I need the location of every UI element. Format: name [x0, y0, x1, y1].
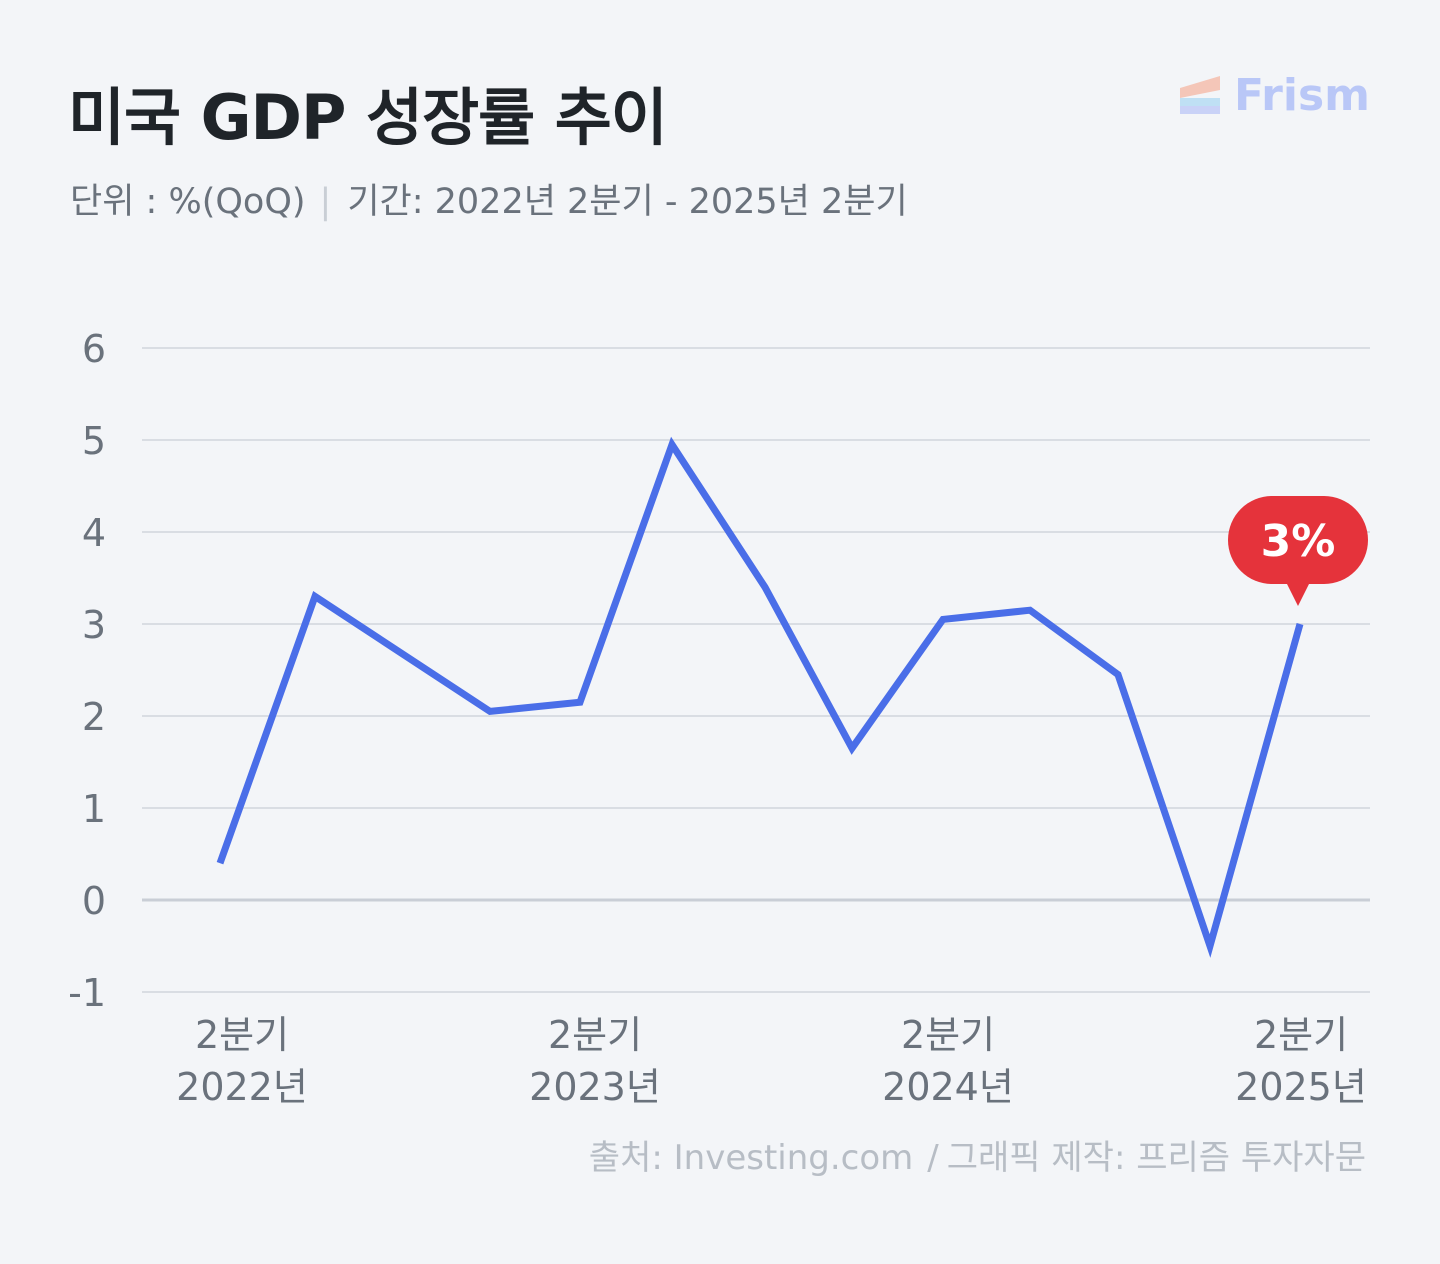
frism-logo-icon — [1179, 76, 1220, 114]
y-tick-label: 1 — [82, 787, 106, 831]
callout-label: 3% — [1261, 516, 1336, 567]
chart-subtitle: 단위 : %(QoQ) | 기간: 2022년 2분기 - 2025년 2분기 — [70, 180, 908, 224]
y-tick-label: 4 — [82, 511, 106, 555]
source-note: 출처: Investing.com / 그래픽 제작: 프리즘 투자자문 — [589, 1136, 1366, 1180]
source-label: 출처: Investing.com — [588, 1138, 914, 1178]
y-tick-label: 5 — [82, 419, 106, 463]
callout-pointer — [1285, 580, 1311, 606]
period-label: 기간: 2022년 2분기 - 2025년 2분기 — [347, 182, 908, 222]
callout-bubble — [1228, 496, 1368, 584]
x-tick-label-year: 2022년 — [176, 1065, 308, 1109]
x-tick-label-year: 2024년 — [882, 1065, 1014, 1109]
x-tick-label-year: 2025년 — [1235, 1065, 1367, 1109]
x-tick-label-quarter: 2분기 — [195, 1013, 289, 1057]
y-tick-label: 3 — [82, 603, 106, 647]
frism-logo: Frism — [1179, 69, 1370, 121]
y-tick-label: 6 — [82, 327, 106, 371]
x-tick-label-year: 2023년 — [529, 1065, 661, 1109]
y-tick-label: 0 — [82, 879, 106, 923]
x-tick-label-quarter: 2분기 — [1254, 1013, 1348, 1057]
source-separator: / — [927, 1138, 939, 1178]
subtitle-separator: | — [319, 182, 332, 222]
logo-text: Frism — [1233, 69, 1370, 121]
unit-label: 단위 : %(QoQ) — [70, 182, 306, 222]
page-title: 미국 GDP 성장률 추이 — [68, 81, 668, 154]
gdp-series-line — [216, 436, 1304, 958]
credit-label: 그래픽 제작: 프리즘 투자자문 — [946, 1138, 1366, 1178]
y-tick-label: 2 — [82, 695, 106, 739]
y-tick-label: -1 — [68, 971, 106, 1015]
x-tick-label-quarter: 2분기 — [901, 1013, 995, 1057]
x-tick-label-quarter: 2분기 — [548, 1013, 642, 1057]
